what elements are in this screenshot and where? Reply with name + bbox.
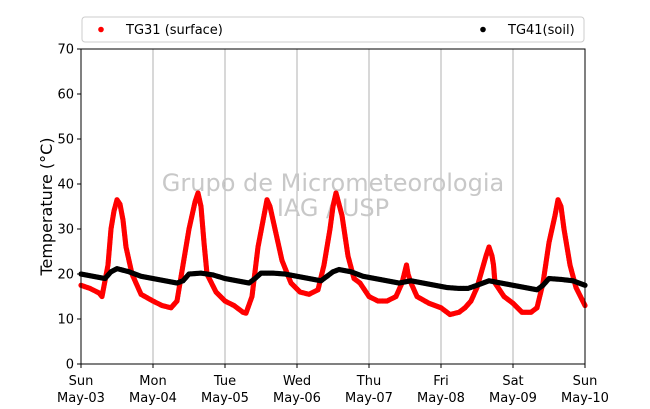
axes: 0 10 20 30 40 50 60 70 Sun May-03 Mon May-04 Tue May-… — [37, 43, 609, 407]
legend-box — [81, 16, 585, 43]
y-tick-label: 70 — [57, 43, 74, 58]
y-tick-label: 0 — [66, 358, 74, 373]
legend-label-tg31: TG31 (surface) — [125, 23, 223, 38]
x-tick-label-date: May-09 — [489, 391, 537, 406]
x-tick-label-day: Wed — [283, 374, 311, 389]
x-tick-label-day: Sat — [502, 374, 523, 389]
x-tick-label-day: Fri — [433, 374, 449, 389]
plot-frame — [80, 48, 586, 365]
x-tick-label-date: May-06 — [273, 391, 321, 406]
x-tick-label-day: Thu — [356, 374, 381, 389]
series-tg41-soil — [78, 266, 588, 293]
x-tick-label-date: May-05 — [201, 391, 249, 406]
x-tick-label-date: May-07 — [345, 391, 393, 406]
y-axis-title: Temperature (°C) — [37, 137, 56, 276]
grid-lines — [152, 49, 514, 364]
x-tick-label-day: Tue — [213, 374, 236, 389]
x-tick-label-day: Mon — [139, 374, 166, 389]
x-tick-label-date: May-08 — [417, 391, 465, 406]
legend-marker-tg41 — [480, 26, 486, 33]
y-tick-label: 40 — [57, 178, 74, 193]
y-tick-label: 60 — [57, 88, 74, 103]
legend: TG31 (surface) TG41(soil) — [81, 16, 585, 43]
x-tick-label-date: May-03 — [57, 391, 105, 406]
legend-label-tg41: TG41(soil) — [507, 23, 575, 38]
x-tick-label-day: Sun — [573, 374, 598, 389]
y-tick-label: 10 — [57, 313, 74, 328]
y-tick-label: 20 — [57, 268, 74, 283]
watermark-line-1: Grupo de Micrometeorologia — [162, 169, 504, 197]
data-series — [78, 190, 588, 318]
x-tick-label-date: May-04 — [129, 391, 177, 406]
x-tick-label-day: Sun — [69, 374, 94, 389]
series-tg31-surface — [78, 190, 588, 318]
y-tick-label: 50 — [57, 133, 74, 148]
x-tick-label-date: May-10 — [561, 391, 609, 406]
legend-marker-tg31 — [98, 26, 104, 33]
y-tick-label: 30 — [57, 223, 74, 238]
